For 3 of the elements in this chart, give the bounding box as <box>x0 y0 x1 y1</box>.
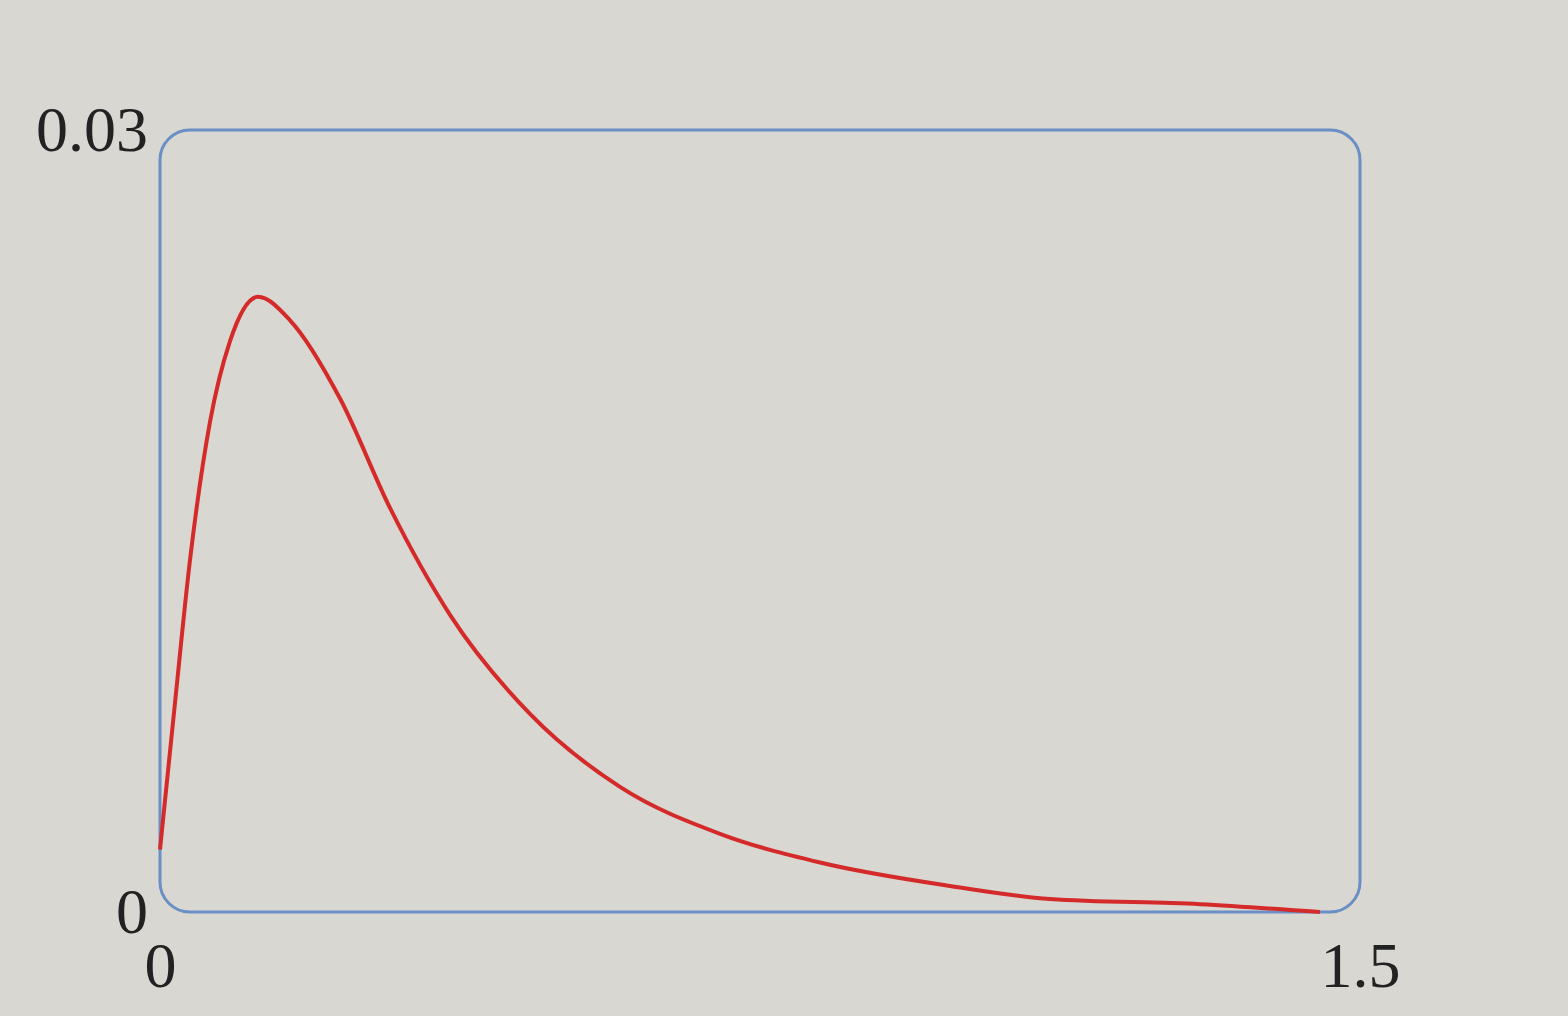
x-tick-label: 1.5 <box>1320 930 1401 1002</box>
line-series <box>158 294 1322 914</box>
y-tick-label: 0.03 <box>36 93 148 165</box>
